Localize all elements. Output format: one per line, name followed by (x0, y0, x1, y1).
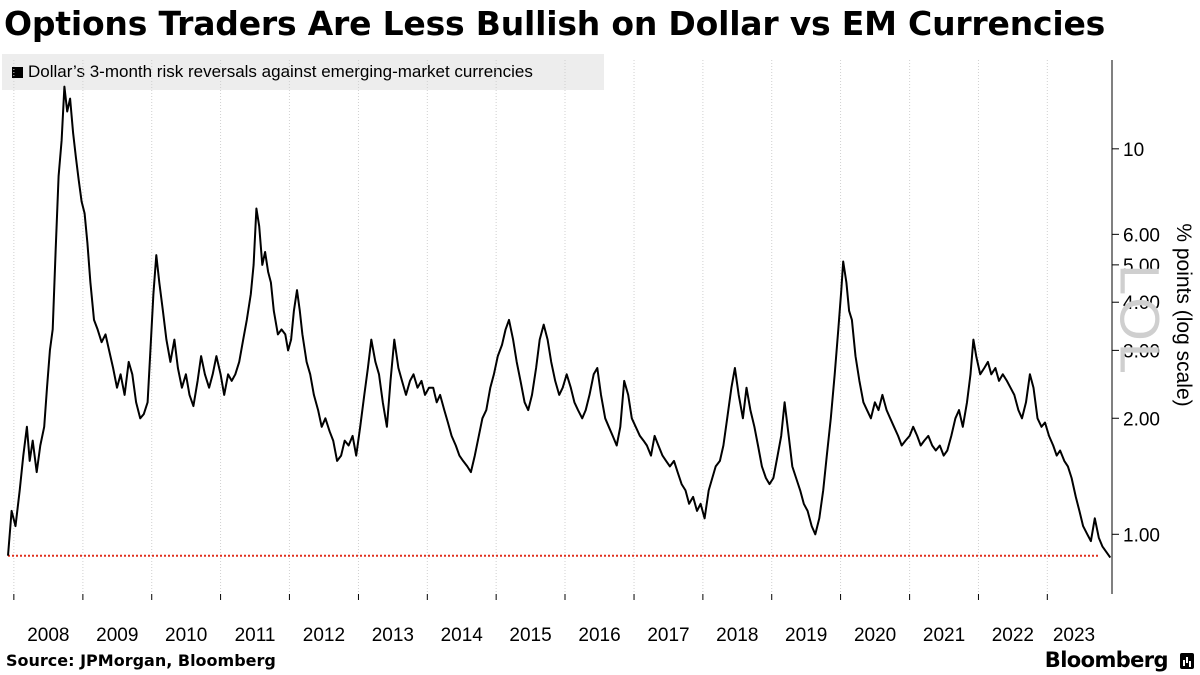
source-note: Source: JPMorgan, Bloomberg (6, 651, 276, 670)
x-tick-label: 2012 (303, 625, 345, 646)
x-tick-label: 2017 (647, 625, 689, 646)
legend: Dollar’s 3-month risk reversals against … (2, 54, 604, 90)
x-tick-label: 2013 (372, 625, 414, 646)
legend-label: Dollar’s 3-month risk reversals against … (28, 62, 533, 81)
x-tick-label: 2023 (1053, 625, 1095, 646)
x-tick-label: 2022 (992, 625, 1034, 646)
y-ticks: 1.00 2.00 3.00 4.00 5.00 6.00 10 (1123, 140, 1160, 546)
x-tick-label: 2009 (96, 625, 138, 646)
axes (13, 60, 1119, 600)
x-tick-label: 2008 (27, 625, 69, 646)
x-tick-label: 2016 (578, 625, 620, 646)
x-ticks: 2008 2009 2010 2011 2012 2013 2014 2015 2016 2017… (27, 625, 1095, 646)
y-tick-label: 4.00 (1123, 293, 1160, 314)
bloomberg-chart-icon (1180, 653, 1194, 669)
brand-logo: Bloomberg (1044, 648, 1169, 672)
y-tick-label: 3.00 (1123, 341, 1160, 362)
watermark: LOL (1108, 264, 1172, 376)
grid (13, 60, 1048, 594)
x-tick-label: 2010 (165, 625, 207, 646)
y-tick-label: 10 (1123, 140, 1144, 161)
x-tick-label: 2018 (716, 625, 758, 646)
y-tick-label: 2.00 (1123, 409, 1160, 430)
x-tick-label: 2015 (509, 625, 551, 646)
y-tick-label: 6.00 (1123, 225, 1160, 246)
chart-title: Options Traders Are Less Bullish on Doll… (4, 4, 1106, 43)
y-tick-label: 1.00 (1123, 525, 1160, 546)
x-tick-label: 2014 (441, 625, 484, 646)
x-tick-label: 2021 (923, 625, 965, 646)
series-line (7, 85, 1112, 559)
y-tick-label: 5.00 (1123, 256, 1160, 277)
x-tick-label: 2019 (785, 625, 827, 646)
x-tick-label: 2011 (235, 625, 276, 646)
series-layer (7, 85, 1112, 559)
legend-swatch (12, 66, 23, 78)
x-tick-label: 2020 (854, 625, 896, 646)
y-axis-label: % points (log scale) (1172, 223, 1195, 407)
